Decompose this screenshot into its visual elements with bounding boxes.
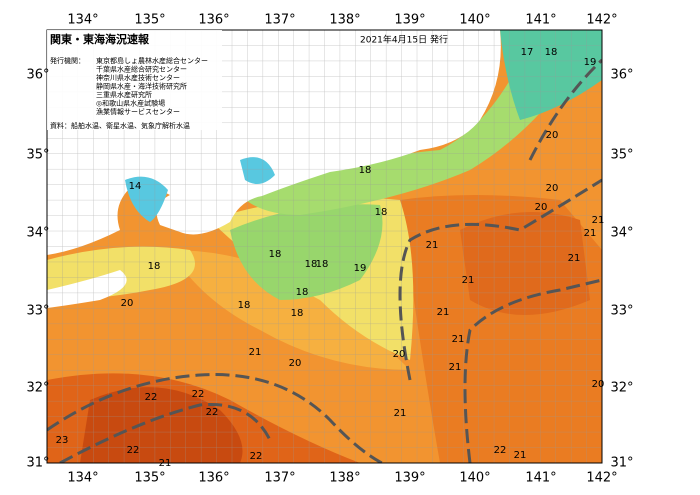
- contour-label: 18: [296, 287, 309, 298]
- issue-date: 2021年4月15日 発行: [360, 34, 448, 46]
- latitude-label: 32°: [26, 381, 49, 396]
- contour-label: 20: [121, 298, 134, 309]
- contour-label: 20: [546, 183, 559, 194]
- source: 資料：船舶水温、衛星水温、気象庁解析水温: [50, 121, 190, 130]
- contour-label: 17: [521, 47, 534, 58]
- longitude-label: 140°: [459, 471, 490, 486]
- publisher: 神奈川県水産技術センター: [96, 73, 180, 82]
- contour-label: 21: [568, 253, 581, 264]
- latitude-label: 31°: [610, 456, 633, 471]
- contour-label: 21: [449, 362, 462, 373]
- contour-label: 20: [535, 202, 548, 213]
- longitude-label: 137°: [264, 471, 295, 486]
- longitude-label: 142°: [586, 471, 617, 486]
- publisher: 三重県水産研究所: [96, 90, 152, 99]
- contour-label: 19: [584, 57, 597, 68]
- latitude-label: 36°: [26, 68, 49, 83]
- contour-label: 18: [545, 47, 558, 58]
- contour-label: 21: [394, 408, 407, 419]
- publisher-label: 発行機関：: [50, 56, 85, 65]
- info-box: [47, 30, 222, 130]
- contour-label: 14: [129, 181, 142, 192]
- longitude-label: 135°: [134, 13, 165, 28]
- contour-label: 18: [305, 259, 318, 270]
- publisher: 東京都島しょ農林水産総合センター: [96, 56, 208, 65]
- contour-label: 18: [238, 300, 251, 311]
- contour-label: 22: [494, 445, 507, 456]
- longitude-label: 137°: [264, 13, 295, 28]
- contour-label: 21: [452, 334, 465, 345]
- contour-label: 20: [393, 349, 406, 360]
- longitude-label: 135°: [134, 471, 165, 486]
- longitude-label: 140°: [459, 13, 490, 28]
- contour-label: 19: [354, 263, 367, 274]
- latitude-label: 34°: [26, 226, 49, 241]
- publisher: ◎和歌山県水産試験場: [96, 99, 165, 108]
- publisher: 漁業情報サービスセンター: [96, 107, 180, 116]
- contour-label: 21: [592, 215, 605, 226]
- contour-label: 21: [462, 275, 475, 286]
- longitude-label: 138°: [329, 471, 360, 486]
- latitude-label: 33°: [26, 304, 49, 319]
- longitude-label: 141°: [525, 471, 556, 486]
- contour-label: 21: [249, 347, 262, 358]
- contour-label: 22: [145, 392, 158, 403]
- longitude-label: 134°: [67, 471, 98, 486]
- contour-label: 21: [437, 307, 450, 318]
- contour-label: 18: [291, 308, 304, 319]
- longitude-label: 138°: [329, 13, 360, 28]
- contour-label: 18: [269, 249, 282, 260]
- longitude-label: 134°: [67, 13, 98, 28]
- latitude-label: 31°: [26, 456, 49, 471]
- contour-label: 20: [592, 379, 605, 390]
- contour-label: 21: [584, 228, 597, 239]
- contour-label: 21: [426, 240, 439, 251]
- contour-label: 22: [250, 451, 263, 462]
- latitude-label: 35°: [610, 148, 633, 163]
- longitude-label: 136°: [198, 471, 229, 486]
- longitude-label: 139°: [394, 13, 425, 28]
- kuroshio-axis: [47, 58, 602, 463]
- contour-label: 18: [148, 261, 161, 272]
- title: 関東・東海海況速報: [50, 32, 150, 46]
- contour-label: 22: [192, 389, 205, 400]
- latitude-label: 33°: [610, 304, 633, 319]
- contour-label: 23: [56, 435, 69, 446]
- latitude-label: 34°: [610, 226, 633, 241]
- contour-label: 21: [159, 458, 172, 469]
- latitude-label: 35°: [26, 148, 49, 163]
- contour-label: 22: [127, 445, 140, 456]
- contour-label: 22: [206, 407, 219, 418]
- latitude-label: 32°: [610, 381, 633, 396]
- latitude-label: 36°: [610, 68, 633, 83]
- longitude-label: 141°: [525, 13, 556, 28]
- contour-label: 21: [514, 450, 527, 461]
- contour-label: 18: [375, 207, 388, 218]
- publisher: 静岡県水産・海洋技術研究所: [96, 82, 187, 91]
- contour-label: 20: [289, 358, 302, 369]
- longitude-label: 142°: [586, 13, 617, 28]
- contour-label: 20: [546, 130, 559, 141]
- map-frame: [46, 29, 603, 464]
- publisher: 千葉県水産総合研究センター: [96, 65, 187, 74]
- longitude-label: 136°: [198, 13, 229, 28]
- contour-label: 18: [316, 259, 329, 270]
- contour-label: 18: [359, 165, 372, 176]
- longitude-label: 139°: [394, 471, 425, 486]
